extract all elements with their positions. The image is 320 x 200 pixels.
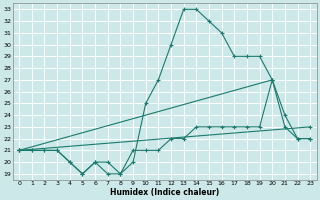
X-axis label: Humidex (Indice chaleur): Humidex (Indice chaleur) — [110, 188, 219, 197]
